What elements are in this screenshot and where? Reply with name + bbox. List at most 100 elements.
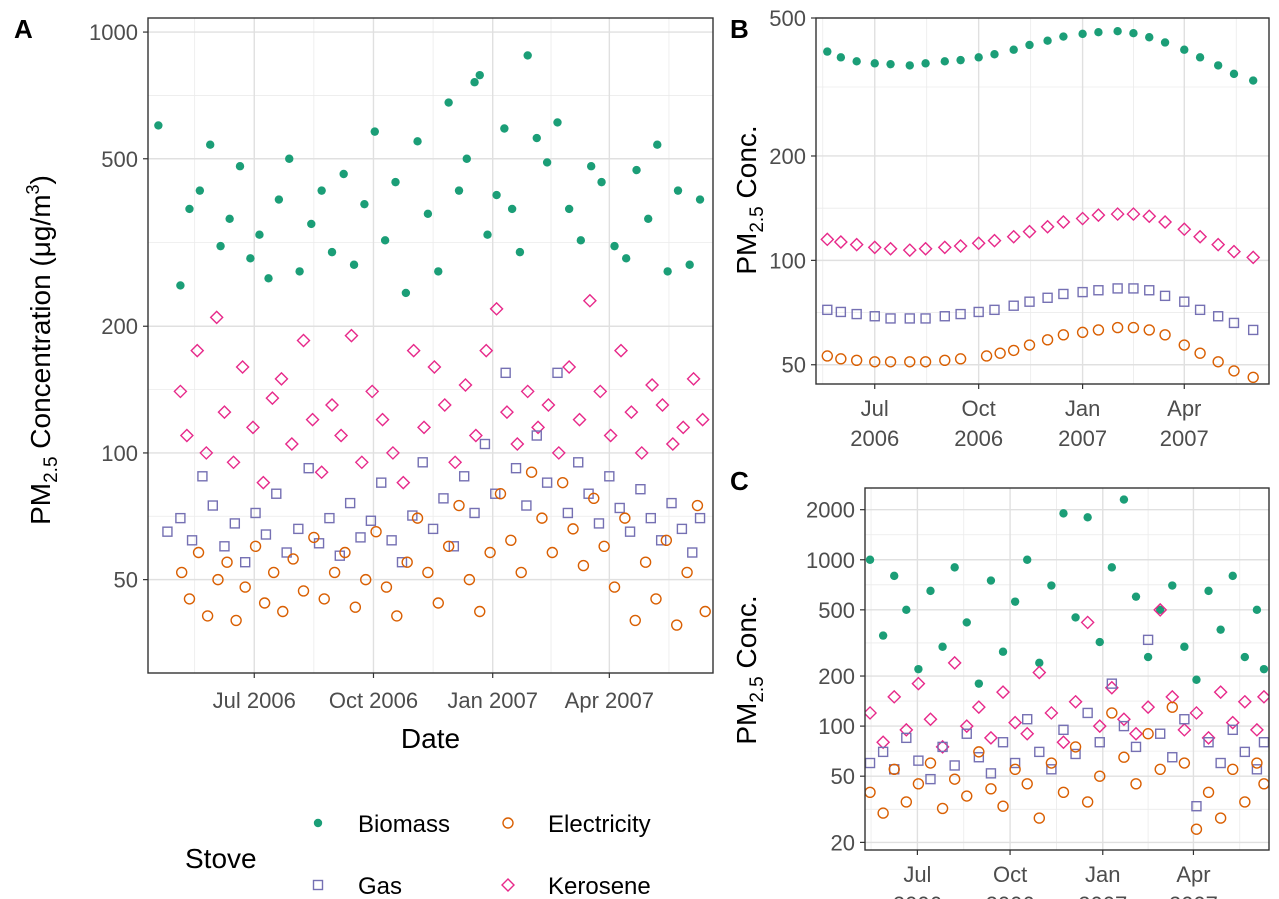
data-point-kerosene bbox=[582, 293, 597, 308]
data-point-kerosene bbox=[1006, 229, 1021, 244]
data-point-gas bbox=[324, 512, 335, 524]
data-point-biomass bbox=[986, 576, 996, 585]
data-point-gas bbox=[822, 304, 833, 316]
data-point-gas bbox=[955, 308, 966, 320]
data-point-gas bbox=[1042, 292, 1053, 303]
data-point-kerosene bbox=[305, 412, 320, 427]
data-point-biomass bbox=[349, 260, 359, 269]
data-point-biomass bbox=[413, 137, 422, 146]
data-point-electricity bbox=[349, 601, 362, 613]
data-point-kerosene bbox=[1177, 722, 1192, 737]
y-tick-label: 100 bbox=[769, 248, 806, 273]
data-point-kerosene bbox=[937, 240, 952, 255]
data-point-electricity bbox=[267, 566, 280, 579]
x-tick-label-line2: 2006 bbox=[954, 426, 1003, 451]
data-point-kerosene bbox=[883, 241, 898, 256]
data-point-electricity bbox=[1130, 778, 1142, 790]
data-point-biomass bbox=[1047, 581, 1056, 590]
data-point-biomass bbox=[1119, 495, 1129, 504]
x-tick-label-line1: Jul bbox=[903, 862, 931, 887]
data-point-electricity bbox=[900, 796, 913, 808]
data-point-electricity bbox=[411, 512, 424, 524]
data-point-gas bbox=[949, 760, 960, 771]
data-point-kerosene bbox=[634, 445, 649, 460]
x-tick-label-line2: 2007 bbox=[1169, 892, 1218, 899]
data-point-electricity bbox=[474, 605, 486, 618]
data-point-kerosene bbox=[437, 397, 452, 412]
data-point-kerosene bbox=[1110, 207, 1125, 222]
data-point-kerosene bbox=[1193, 229, 1208, 244]
data-point-kerosene bbox=[1032, 665, 1047, 680]
data-point-gas bbox=[427, 523, 439, 535]
y-tick-label: 500 bbox=[769, 6, 806, 31]
data-point-gas bbox=[1179, 296, 1190, 307]
data-point-kerosene bbox=[1056, 735, 1071, 750]
data-point-gas bbox=[1077, 286, 1088, 298]
data-point-kerosene bbox=[510, 437, 525, 452]
data-point-biomass bbox=[1094, 28, 1103, 37]
data-point-kerosene bbox=[820, 232, 835, 247]
data-point-biomass bbox=[998, 647, 1008, 656]
plot-frame bbox=[864, 487, 1270, 851]
data-point-kerosene bbox=[499, 405, 514, 420]
data-point-kerosene bbox=[865, 705, 878, 720]
data-point-electricity bbox=[869, 356, 881, 368]
data-point-electricity bbox=[567, 523, 579, 535]
points-layer bbox=[865, 495, 1269, 835]
data-point-gas bbox=[1251, 764, 1263, 775]
data-point-biomass bbox=[610, 241, 619, 251]
data-point-gas bbox=[925, 773, 936, 785]
data-point-kerosene bbox=[665, 437, 680, 452]
data-point-electricity bbox=[973, 746, 985, 758]
legend-entry-biomass: Biomass bbox=[313, 811, 450, 838]
data-point-gas bbox=[365, 515, 377, 526]
data-point-gas bbox=[1022, 714, 1033, 725]
data-point-kerosene bbox=[1226, 244, 1241, 259]
data-point-biomass bbox=[1155, 605, 1165, 615]
data-point-kerosene bbox=[235, 360, 250, 375]
plot-background bbox=[148, 18, 713, 673]
x-tick-label: Jan 2007 bbox=[447, 688, 538, 713]
data-point-gas bbox=[973, 752, 985, 763]
y-tick-label: 200 bbox=[769, 144, 806, 169]
data-point-kerosene bbox=[417, 420, 432, 435]
data-point-gas bbox=[835, 306, 847, 318]
data-point-biomass bbox=[1180, 45, 1189, 54]
data-point-electricity bbox=[1227, 763, 1239, 776]
data-point-electricity bbox=[230, 614, 242, 627]
data-point-electricity bbox=[1190, 823, 1203, 835]
data-point-electricity bbox=[1159, 329, 1171, 341]
data-point-gas bbox=[624, 526, 636, 537]
data-point-biomass bbox=[695, 195, 705, 204]
y-axis-title-rest: Conc. bbox=[731, 595, 762, 676]
data-point-biomass bbox=[1071, 613, 1080, 622]
x-tick-label-line2: 2006 bbox=[893, 892, 942, 899]
data-point-electricity bbox=[961, 790, 973, 802]
data-point-electricity bbox=[850, 354, 863, 366]
data-point-kerosene bbox=[902, 243, 917, 258]
data-point-gas bbox=[175, 512, 186, 524]
data-point-biomass bbox=[644, 214, 653, 224]
data-point-electricity bbox=[1057, 786, 1070, 799]
plot-frame bbox=[815, 17, 1270, 385]
y-tick-label: 1000 bbox=[89, 20, 138, 45]
data-point-electricity bbox=[924, 757, 937, 769]
data-point-kerosene bbox=[1068, 694, 1083, 709]
data-point-biomass bbox=[154, 121, 163, 130]
legend-label: Gas bbox=[358, 873, 402, 899]
points-layer bbox=[154, 51, 711, 631]
data-point-biomass bbox=[470, 78, 479, 87]
data-point-biomass bbox=[206, 140, 215, 149]
data-point-electricity bbox=[884, 356, 897, 368]
data-point-kerosene bbox=[1022, 224, 1037, 239]
data-point-electricity bbox=[1143, 324, 1155, 336]
data-point-gas bbox=[162, 526, 173, 537]
data-point-kerosene bbox=[593, 384, 608, 399]
data-point-kerosene bbox=[899, 722, 914, 737]
data-point-kerosene bbox=[1256, 689, 1269, 704]
data-point-biomass bbox=[462, 154, 471, 163]
data-point-gas bbox=[510, 462, 522, 474]
data-point-kerosene bbox=[953, 239, 968, 254]
data-point-biomass bbox=[1131, 592, 1141, 601]
y-axis-title-main: PM bbox=[731, 703, 762, 745]
